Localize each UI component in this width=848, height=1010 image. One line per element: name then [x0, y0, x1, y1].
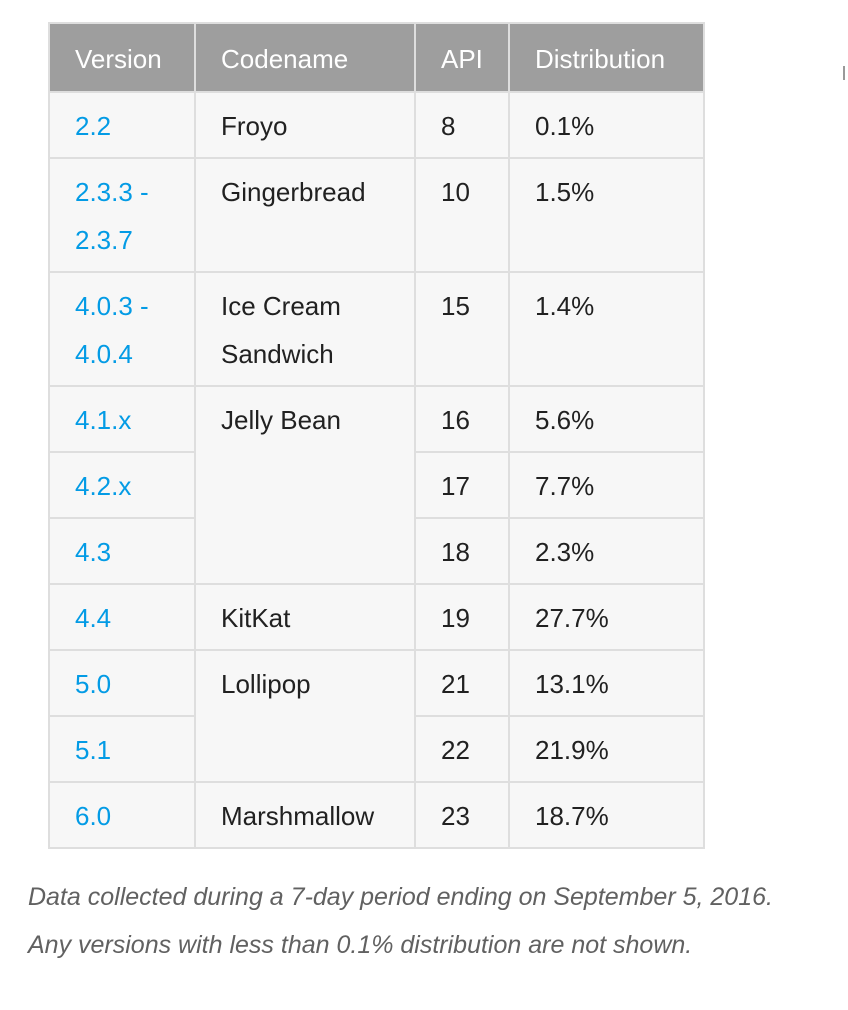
version-link[interactable]: 5.1: [75, 735, 112, 765]
version-link[interactable]: 5.0: [75, 669, 112, 699]
version-link[interactable]: 6.0: [75, 801, 112, 831]
version-cell: 4.2.x: [48, 451, 196, 519]
codename-cell: Lollipop: [194, 649, 416, 783]
distribution-cell: 0.1%: [508, 91, 705, 159]
table-row: 4.1.x Jelly Bean 16 5.6%: [48, 385, 705, 585]
header-version: Version: [48, 22, 196, 93]
distribution-cell: 5.6%: [508, 385, 705, 453]
api-cell: 22: [414, 715, 510, 783]
codename-cell: Froyo: [194, 91, 416, 159]
api-cell: 18: [414, 517, 510, 585]
distribution-cell: 21.9%: [508, 715, 705, 783]
codename-cell: Jelly Bean: [194, 385, 416, 585]
api-cell: 23: [414, 781, 510, 849]
api-cell: 21: [414, 649, 510, 717]
distribution-cell: 1.4%: [508, 271, 705, 387]
version-cell: 4.3: [48, 517, 196, 585]
api-cell: 17: [414, 451, 510, 519]
codename-cell: Gingerbread: [194, 157, 416, 273]
api-cell: 15: [414, 271, 510, 387]
table-row: 5.1 22 21.9%: [48, 715, 705, 783]
table-row: 5.0 Lollipop 21 13.1%: [48, 649, 705, 783]
version-link[interactable]: 4.3: [75, 537, 112, 567]
table-row: 2.2 Froyo 8 0.1%: [48, 91, 705, 159]
platform-versions-table: Version Codename API Distribution 2.2 Fr…: [48, 22, 705, 849]
distribution-cell: 27.7%: [508, 583, 705, 651]
distribution-cell: 13.1%: [508, 649, 705, 717]
version-link[interactable]: 2.3.3 - 2.3.7: [75, 177, 149, 255]
api-cell: 16: [414, 385, 510, 453]
version-link[interactable]: 4.1.x: [75, 405, 132, 435]
header-distribution: Distribution: [508, 22, 705, 93]
distribution-cell: 7.7%: [508, 451, 705, 519]
version-cell: 2.3.3 - 2.3.7: [48, 157, 196, 273]
table-header-row: Version Codename API Distribution: [48, 22, 705, 93]
table-row: 4.2.x 17 7.7%: [48, 451, 705, 519]
note-line-period: Data collected during a 7-day period end…: [28, 883, 773, 911]
table-row: 4.0.3 - 4.0.4 Ice Cream Sandwich 15 1.4%: [48, 271, 705, 387]
version-link[interactable]: 4.2.x: [75, 471, 132, 501]
version-cell: 5.0: [48, 649, 196, 717]
note-line-threshold: Any versions with less than 0.1% distrib…: [28, 931, 693, 959]
table-row: 4.4 KitKat 19 27.7%: [48, 583, 705, 651]
distribution-table-container: Version Codename API Distribution 2.2 Fr…: [48, 22, 705, 849]
version-cell: 2.2: [48, 91, 196, 159]
codename-cell: Marshmallow: [194, 781, 416, 849]
version-link[interactable]: 2.2: [75, 111, 112, 141]
api-cell: 19: [414, 583, 510, 651]
version-cell: 4.0.3 - 4.0.4: [48, 271, 196, 387]
codename-cell: Ice Cream Sandwich: [194, 271, 416, 387]
data-collection-note: Data collected during a 7-day period end…: [28, 873, 844, 969]
distribution-cell: 18.7%: [508, 781, 705, 849]
header-api: API: [414, 22, 510, 93]
version-cell: 4.4: [48, 583, 196, 651]
version-link[interactable]: 4.0.3 - 4.0.4: [75, 291, 149, 369]
codename-cell: KitKat: [194, 583, 416, 651]
api-cell: 10: [414, 157, 510, 273]
table-row: 2.3.3 - 2.3.7 Gingerbread 10 1.5%: [48, 157, 705, 273]
version-cell: 6.0: [48, 781, 196, 849]
version-link[interactable]: 4.4: [75, 603, 112, 633]
version-cell: 4.1.x: [48, 385, 196, 453]
api-cell: 8: [414, 91, 510, 159]
distribution-cell: 1.5%: [508, 157, 705, 273]
version-cell: 5.1: [48, 715, 196, 783]
table-row: 4.3 18 2.3%: [48, 517, 705, 585]
table-row: 6.0 Marshmallow 23 18.7%: [48, 781, 705, 849]
distribution-cell: 2.3%: [508, 517, 705, 585]
edge-divider: [843, 66, 845, 80]
header-codename: Codename: [194, 22, 416, 93]
